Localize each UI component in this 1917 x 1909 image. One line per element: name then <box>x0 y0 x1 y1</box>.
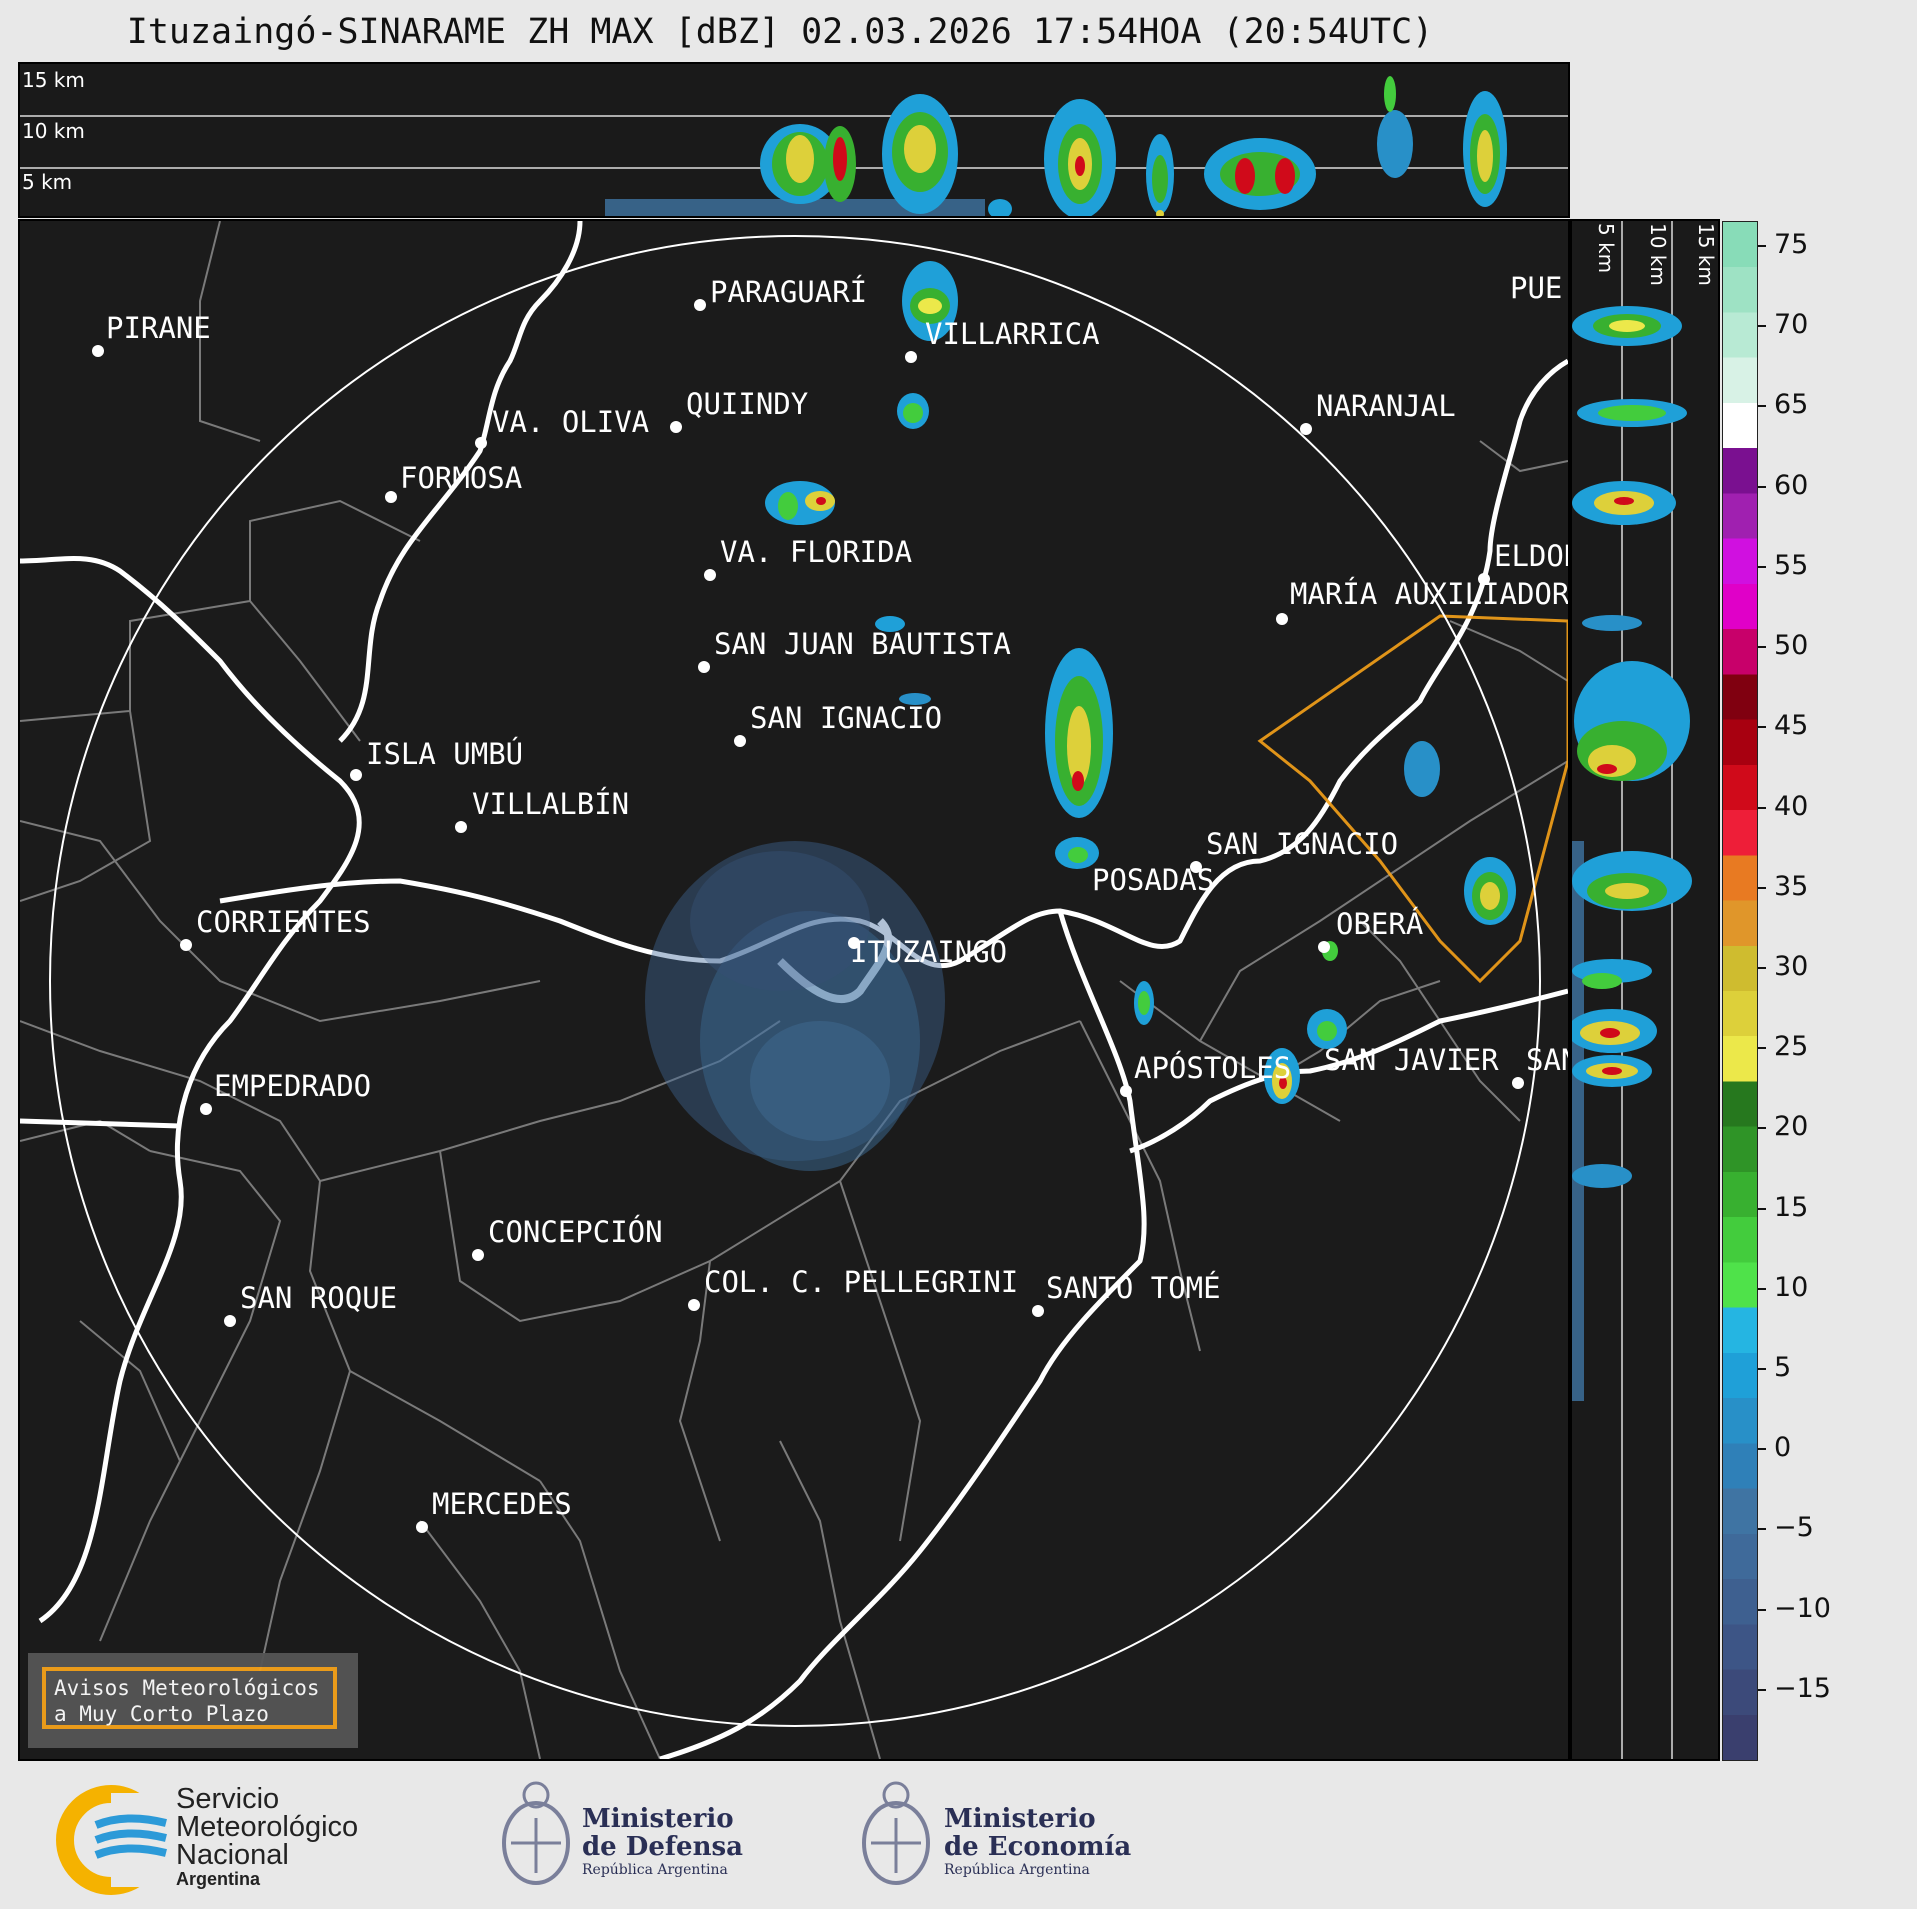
colorbar-tick-label: −15 <box>1774 1672 1831 1704</box>
city-label: MERCEDES <box>432 1487 572 1521</box>
reflectivity-colorbar <box>1722 221 1758 1761</box>
city-label: EMPEDRADO <box>214 1069 372 1103</box>
alert-polygon <box>1257 614 1568 984</box>
top-echo-cells <box>605 76 1507 216</box>
economia-line-3: República Argentina <box>944 1862 1090 1878</box>
colorbar-tick-label: 50 <box>1774 630 1809 662</box>
colorbar-ticks: 75 70 65 60 55 50 45 40 35 30 25 20 15 10 5 0 −5 −10 −15 <box>1758 221 1908 1761</box>
colorbar-tick-label: 10 <box>1774 1271 1809 1303</box>
city-label: APÓSTOLES <box>1134 1051 1292 1085</box>
colorbar-tick-label: 65 <box>1774 389 1809 421</box>
smn-line-3: Nacional <box>176 1839 289 1871</box>
argentina-seal-icon <box>862 1781 930 1885</box>
colorbar-tick-label: 60 <box>1774 469 1809 501</box>
colorbar-tick-label: 0 <box>1774 1432 1792 1464</box>
top-cross-section-panel: 15 km 10 km 5 km <box>18 62 1570 218</box>
colorbar-tick-label: 20 <box>1774 1111 1809 1143</box>
city-label: MARÍA AUXILIADOR <box>1290 577 1570 611</box>
smn-line-4: Argentina <box>176 1869 261 1889</box>
defensa-line-3: República Argentina <box>582 1862 728 1878</box>
city-label: SAN IGNACIO <box>1206 827 1399 861</box>
colorbar-tick-label: 45 <box>1774 710 1809 742</box>
city-label: OBERÁ <box>1336 907 1424 941</box>
warning-banner[interactable]: Avisos Meteorológicos a Muy Corto Plazo <box>28 1653 358 1748</box>
city-label: PIRANE <box>106 311 211 345</box>
city-label: SAN IGNACIO <box>750 701 943 735</box>
city-label: COL. C. PELLEGRINI <box>704 1265 1019 1299</box>
city-label: VA. FLORIDA <box>720 535 913 569</box>
city-label: QUIINDY <box>686 387 809 421</box>
city-label: CONCEPCIÓN <box>488 1215 663 1249</box>
smn-logo-icon <box>56 1785 171 1895</box>
map-title: Ituzaingó-SINARAME ZH MAX [dBZ] 02.03.20… <box>126 12 1434 52</box>
city-label: PUE <box>1510 271 1563 305</box>
colorbar-tick-label: 5 <box>1774 1351 1792 1383</box>
warning-line-1: Avisos Meteorológicos <box>54 1676 320 1700</box>
admin-boundaries <box>20 221 1568 1759</box>
defensa-line-2: de Defensa <box>582 1832 743 1862</box>
city-label: NARANJAL <box>1316 389 1456 423</box>
altitude-label-5km: 5 km <box>22 170 73 194</box>
city-label: SAN JUAN BAUTISTA <box>714 627 1011 661</box>
city-label: CORRIENTES <box>196 905 371 939</box>
argentina-seal-icon <box>502 1781 570 1885</box>
colorbar-tick-label: 25 <box>1774 1031 1809 1063</box>
city-label: FORMOSA <box>400 461 523 495</box>
economia-line-2: de Economía <box>944 1832 1132 1862</box>
map-geography <box>20 221 1568 1759</box>
colorbar-tick-label: −10 <box>1774 1592 1831 1624</box>
city-label: ELDOR <box>1494 539 1568 573</box>
near-radar-clutter <box>645 841 945 1171</box>
altitude-label-5km: 5 km <box>1594 223 1618 274</box>
city-label: SAN <box>1526 1043 1568 1077</box>
colorbar-tick-label: −5 <box>1774 1512 1814 1544</box>
city-label: SAN JAVIER <box>1324 1043 1499 1077</box>
echo-cells <box>765 261 1516 1104</box>
warning-line-2: a Muy Corto Plazo <box>54 1702 269 1726</box>
city-label: POSADAS <box>1092 863 1215 897</box>
altitude-label-10km: 10 km <box>22 119 85 143</box>
colorbar-tick-label: 55 <box>1774 549 1809 581</box>
colorbar-tick-label: 75 <box>1774 229 1809 261</box>
altitude-label-15km: 15 km <box>1694 223 1718 286</box>
city-label: VILLARRICA <box>925 317 1100 351</box>
radar-range-ring <box>49 235 1541 1727</box>
colorbar-tick-label: 70 <box>1774 309 1809 341</box>
side-echo-cells <box>1572 306 1692 1401</box>
colorbar-tick-label: 35 <box>1774 870 1809 902</box>
side-cross-section-panel: 5 km 10 km 15 km <box>1570 219 1720 1761</box>
smn-line-1: Servicio <box>176 1783 280 1815</box>
altitude-label-10km: 10 km <box>1646 223 1670 286</box>
warning-banner-text: Avisos Meteorológicos a Muy Corto Plazo <box>42 1667 337 1729</box>
colorbar-tick-label: 15 <box>1774 1191 1809 1223</box>
city-label: ISLA UMBÚ <box>366 737 524 771</box>
city-label: VA. OLIVA <box>492 405 650 439</box>
city-label: VILLALBÍN <box>472 787 630 821</box>
economia-line-1: Ministerio <box>944 1804 1096 1834</box>
city-label: PARAGUARÍ <box>710 275 868 309</box>
city-label: SAN ROQUE <box>240 1281 398 1315</box>
colorbar-tick-label: 30 <box>1774 950 1809 982</box>
smn-line-2: Meteorológico <box>176 1811 359 1843</box>
altitude-label-15km: 15 km <box>22 68 85 92</box>
defensa-line-1: Ministerio <box>582 1804 734 1834</box>
colorbar-tick-label: 40 <box>1774 790 1809 822</box>
city-label: SANTO TOMÉ <box>1046 1271 1221 1305</box>
footer: Servicio Meteorológico Nacional Argentin… <box>0 1765 1917 1909</box>
city-label: ITUZAINGÓ <box>850 935 1008 969</box>
radar-map: PIRANE PARAGUARÍ VILLARRICA VA. OLIVA QU… <box>18 219 1570 1761</box>
